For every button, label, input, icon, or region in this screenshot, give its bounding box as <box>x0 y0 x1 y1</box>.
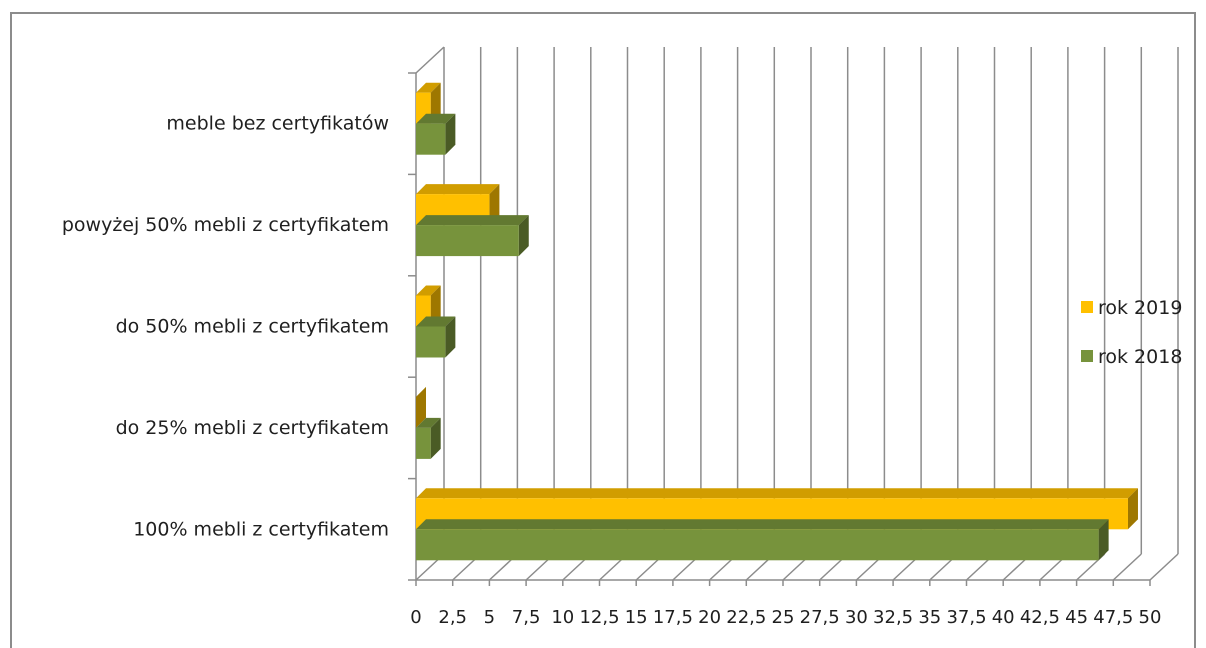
bar-front-face <box>416 225 519 257</box>
x-tick-label: 25 <box>772 607 795 628</box>
x-tick-label: 37,5 <box>946 607 986 628</box>
bar-top-face <box>416 285 441 296</box>
bar-top-face <box>416 184 500 195</box>
x-tick-label: 12,5 <box>579 607 619 628</box>
category-label: powyżej 50% mebli z certyfikatem <box>62 214 389 236</box>
x-tick-label: 5 <box>484 607 495 628</box>
x-tick-label: 27,5 <box>800 607 840 628</box>
x-tick-label: 2,5 <box>438 607 467 628</box>
bar <box>416 417 441 459</box>
x-tick-label: 40 <box>992 607 1015 628</box>
x-tick-labels: 0 2,5 5 7,5 10 12,5 15 17,5 20 22,5 25 27,5 30 32,5 35… <box>410 607 1161 628</box>
category-label: meble bez certyfikatów <box>166 113 389 135</box>
bar-side-face <box>445 316 456 358</box>
bars <box>416 82 1138 561</box>
legend-label: rok 2019 <box>1098 297 1182 319</box>
bar <box>416 386 426 428</box>
bar-side-face <box>1098 519 1109 561</box>
x-tick-label: 10 <box>551 607 574 628</box>
category-labels: 100% mebli z certyfikatem do 25% mebli z … <box>62 113 389 541</box>
bar-top-face <box>416 417 441 428</box>
x-tick-label: 7,5 <box>512 607 541 628</box>
bar <box>416 316 456 358</box>
x-tick-label: 30 <box>845 607 868 628</box>
y-axis-top-edge <box>415 46 445 74</box>
category-label: do 25% mebli z certyfikatem <box>116 417 389 439</box>
bar-top-face <box>416 113 456 124</box>
bar-side-face <box>489 184 500 226</box>
bar-top-face <box>416 519 1109 530</box>
category-label: 100% mebli z certyfikatem <box>133 518 389 540</box>
category-label: do 50% mebli z certyfikatem <box>116 316 389 338</box>
bar-side-face <box>416 386 426 428</box>
x-tick-label: 15 <box>625 607 648 628</box>
x-tick-label: 22,5 <box>726 607 766 628</box>
legend-label: rok 2018 <box>1098 346 1182 368</box>
bar-front-face <box>416 529 1099 561</box>
floor-gridline <box>1112 553 1142 581</box>
x-tick-label: 20 <box>698 607 721 628</box>
x-tick-label: 35 <box>918 607 941 628</box>
legend-swatch <box>1081 301 1093 313</box>
x-tick-label: 45 <box>1065 607 1088 628</box>
x-tick-label: 0 <box>410 607 421 628</box>
bar-side-face <box>430 285 441 327</box>
bar-front-face <box>416 123 446 155</box>
bar <box>416 113 456 155</box>
bar-side-face <box>445 113 456 155</box>
bar-side-face <box>1127 488 1138 530</box>
bar <box>416 82 441 124</box>
x-tick-label: 50 <box>1139 607 1162 628</box>
floor-gridline <box>1149 553 1179 581</box>
bar-side-face <box>430 82 441 124</box>
bar-front-face <box>416 326 446 358</box>
bar-top-face <box>416 215 529 226</box>
legend-swatch <box>1081 350 1093 362</box>
bar <box>416 519 1109 561</box>
gridlines <box>415 47 1179 581</box>
x-tick-label: 17,5 <box>653 607 693 628</box>
bar-top-face <box>416 488 1138 499</box>
bar-side-face <box>430 417 441 459</box>
bar-front-face <box>416 427 431 459</box>
x-tick-label: 47,5 <box>1093 607 1133 628</box>
bar-top-face <box>416 316 456 327</box>
bar <box>416 215 529 257</box>
legend: rok 2019 rok 2018 <box>1081 297 1182 368</box>
bar-top-face <box>416 82 441 93</box>
x-tick-label: 32,5 <box>873 607 913 628</box>
x-tick-label: 42,5 <box>1020 607 1060 628</box>
bar-side-face <box>518 215 529 257</box>
